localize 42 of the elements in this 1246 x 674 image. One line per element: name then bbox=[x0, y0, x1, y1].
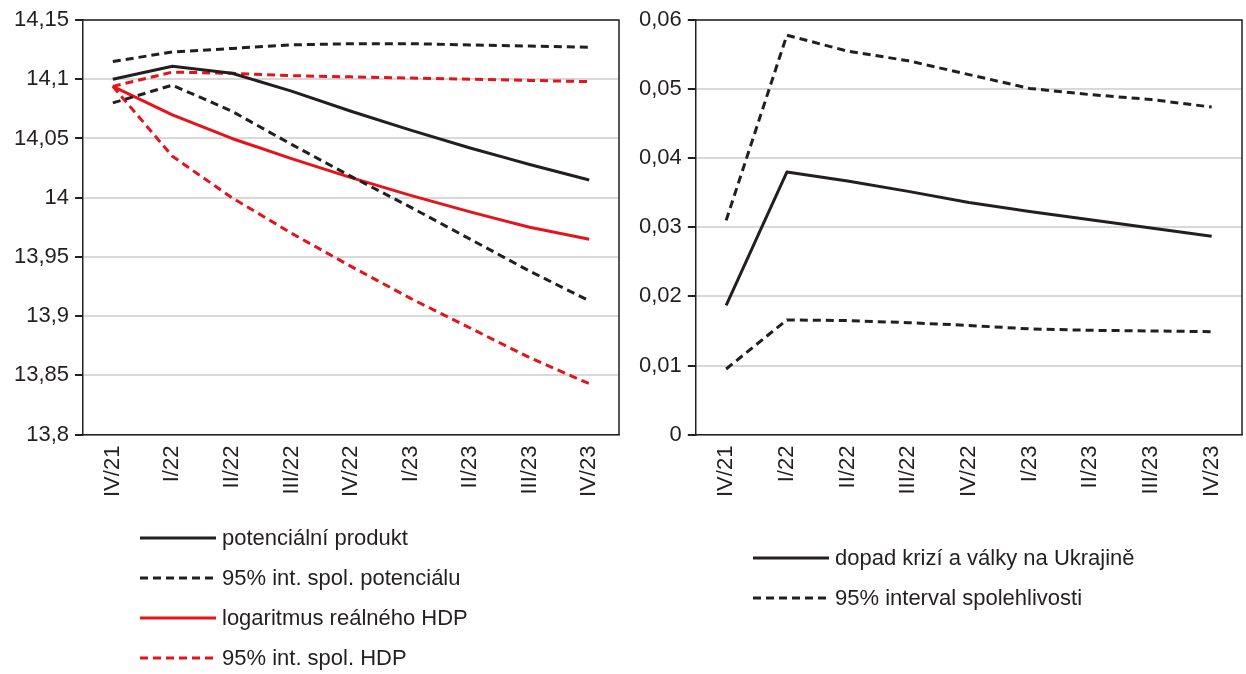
y-tick-label: 14 bbox=[44, 183, 70, 209]
y-tick-label: 13,85 bbox=[13, 361, 70, 387]
x-tick-label: III/23 bbox=[515, 445, 541, 495]
y-tick-label: 0 bbox=[669, 420, 682, 446]
x-tick-label: III/22 bbox=[277, 445, 303, 495]
y-tick-label: 14,1 bbox=[26, 65, 70, 91]
x-tick-label: II/23 bbox=[1076, 445, 1102, 489]
y-tick-label: 0,02 bbox=[638, 282, 682, 308]
legend-label: dopad krizí a války na Ukrajině bbox=[835, 545, 1135, 571]
y-tick-label: 13,95 bbox=[13, 242, 70, 268]
x-tick-label: IV/22 bbox=[954, 445, 980, 498]
x-tick-label: IV/22 bbox=[337, 445, 363, 498]
y-tick-label: 13,8 bbox=[26, 420, 70, 446]
y-tick-label: 13,9 bbox=[26, 302, 70, 328]
x-tick-label: I/23 bbox=[1015, 445, 1041, 483]
legend-label: 95% interval spolehlivosti bbox=[835, 585, 1083, 611]
x-tick-label: I/22 bbox=[158, 445, 184, 483]
line-series bbox=[724, 33, 1214, 222]
y-tick-label: 0,06 bbox=[638, 6, 682, 32]
x-tick-label: II/22 bbox=[833, 445, 859, 489]
line-series bbox=[724, 318, 1214, 371]
x-tick-label: IV/23 bbox=[575, 445, 601, 498]
x-tick-label: II/23 bbox=[456, 445, 482, 489]
y-tick-label: 0,04 bbox=[638, 144, 682, 170]
legend-label: logaritmus reálného HDP bbox=[222, 605, 468, 631]
legend-label: 95% int. spol. HDP bbox=[222, 645, 407, 671]
x-tick-label: IV/23 bbox=[1197, 445, 1223, 498]
legend-label: 95% int. spol. potenciálu bbox=[222, 565, 461, 591]
y-tick-label: 0,03 bbox=[638, 213, 682, 239]
y-tick-label: 0,05 bbox=[638, 75, 682, 101]
x-tick-label: III/22 bbox=[894, 445, 920, 495]
x-tick-label: IV/21 bbox=[712, 445, 738, 498]
x-tick-label: II/22 bbox=[217, 445, 243, 489]
y-tick-label: 0,01 bbox=[638, 351, 682, 377]
legend-label: potenciální produkt bbox=[222, 525, 408, 551]
y-tick-label: 14,05 bbox=[13, 124, 70, 150]
x-tick-label: III/23 bbox=[1137, 445, 1163, 495]
x-tick-label: I/23 bbox=[396, 445, 422, 483]
x-tick-label: I/22 bbox=[772, 445, 798, 483]
line-series bbox=[111, 42, 591, 63]
x-tick-label: IV/21 bbox=[98, 445, 124, 498]
y-tick-label: 14,15 bbox=[13, 6, 70, 32]
